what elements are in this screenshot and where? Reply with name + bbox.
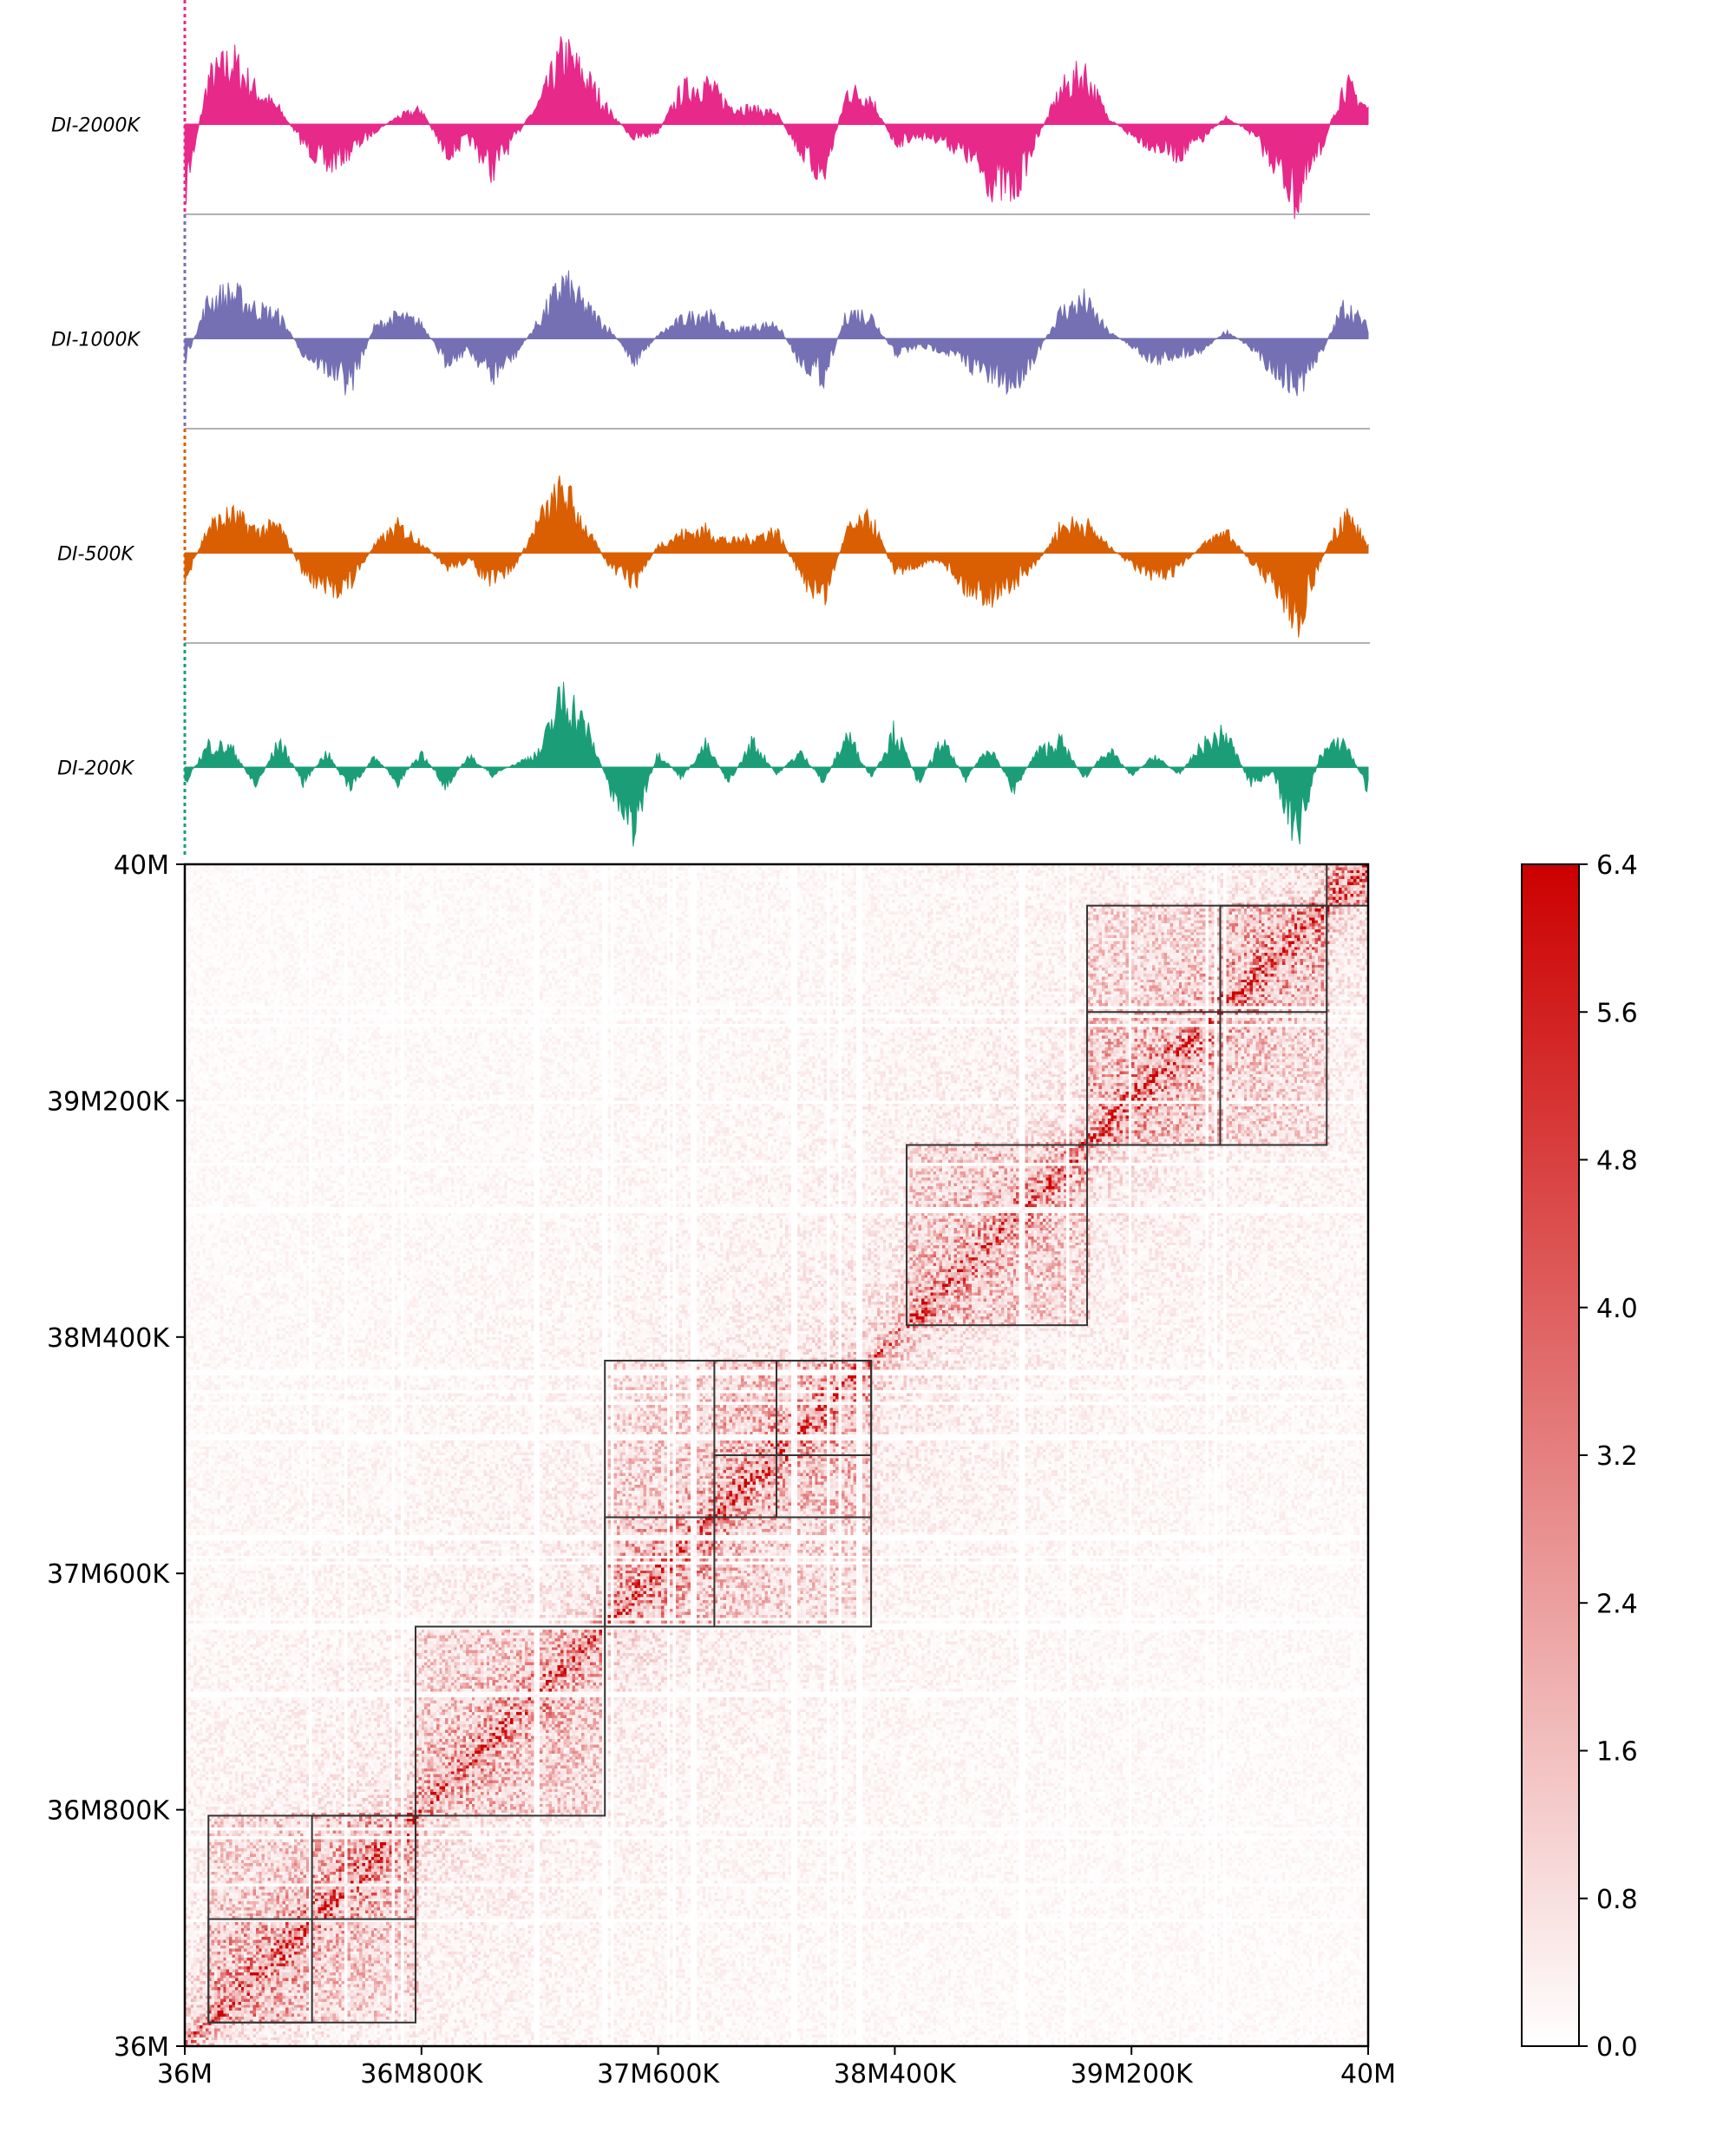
di-track-di-1000k: DI-1000K (51, 214, 1370, 430)
domain-box (1219, 904, 1328, 1014)
x-tick-label: 36M800K (360, 2059, 483, 2090)
di-track-di-200k: DI-200K (57, 643, 1369, 857)
colorbar-tick-label: 0.8 (1596, 1885, 1638, 1915)
domain-box (604, 1516, 716, 1628)
domain-box (1086, 1011, 1222, 1146)
y-tick-label: 36M (114, 2032, 169, 2063)
colorbar-tick-label: 5.6 (1596, 998, 1638, 1028)
y-tick-label: 37M600K (47, 1559, 170, 1590)
di-area (184, 36, 1369, 220)
domain-box (414, 1625, 606, 1817)
colorbar-tick-label: 1.6 (1596, 1737, 1638, 1768)
colorbar-tick-label: 2.4 (1596, 1589, 1638, 1619)
track-label: DI-500K (57, 543, 134, 565)
colorbar-gradient (1521, 863, 1580, 2047)
domain-box (311, 1814, 416, 1920)
x-axis: 36M 36M800K 37M600K 38M400K 39M200K 40M (157, 2046, 1396, 2090)
domain-box (906, 1144, 1089, 1327)
x-tick-label: 40M (1340, 2059, 1396, 2090)
di-area (184, 475, 1369, 638)
domain-box (713, 1454, 778, 1519)
x-tick-label: 38M400K (834, 2059, 957, 2090)
colorbar-tick-label: 4.8 (1596, 1146, 1638, 1177)
colorbar: 0.0 0.8 1.6 2.4 3.2 4.0 4.8 5.6 6.4 (1521, 850, 1638, 2063)
track-label: DI-1000K (51, 329, 141, 351)
di-area (184, 681, 1369, 847)
domain-box (776, 1360, 873, 1457)
colorbar-tick-label: 4.0 (1596, 1294, 1638, 1324)
colorbar-tick-label: 3.2 (1596, 1441, 1638, 1472)
x-tick-label: 37M600K (597, 2059, 720, 2090)
domain-box (207, 1918, 313, 2024)
y-axis: 36M 36M800K 37M600K 38M400K 39M200K 40M (47, 850, 185, 2063)
di-track-di-500k: DI-500K (57, 429, 1370, 644)
y-tick-label: 39M200K (47, 1086, 170, 1117)
di-area (184, 270, 1369, 397)
track-label: DI-200K (57, 758, 134, 779)
heatmap-panel: 36M 36M800K 37M600K 38M400K 39M200K 40M 36M36… (47, 850, 1396, 2090)
x-tick-label: 36M (157, 2059, 213, 2090)
track-label: DI-2000K (51, 115, 141, 136)
x-tick-label: 39M200K (1071, 2059, 1194, 2090)
tad-domain-boxes (207, 863, 1370, 2024)
y-tick-label: 38M400K (47, 1323, 170, 1354)
colorbar-tick-label: 0.0 (1596, 2032, 1638, 2063)
y-tick-label: 40M (114, 850, 169, 881)
di-tracks-panel: DI-2000K DI-1000K DI-500K DI-200K (51, 0, 1370, 857)
colorbar-tick-label: 6.4 (1596, 850, 1638, 881)
di-track-di-2000k: DI-2000K (51, 0, 1370, 220)
heatmap-frame (183, 863, 1370, 2048)
y-tick-label: 36M800K (47, 1796, 170, 1827)
